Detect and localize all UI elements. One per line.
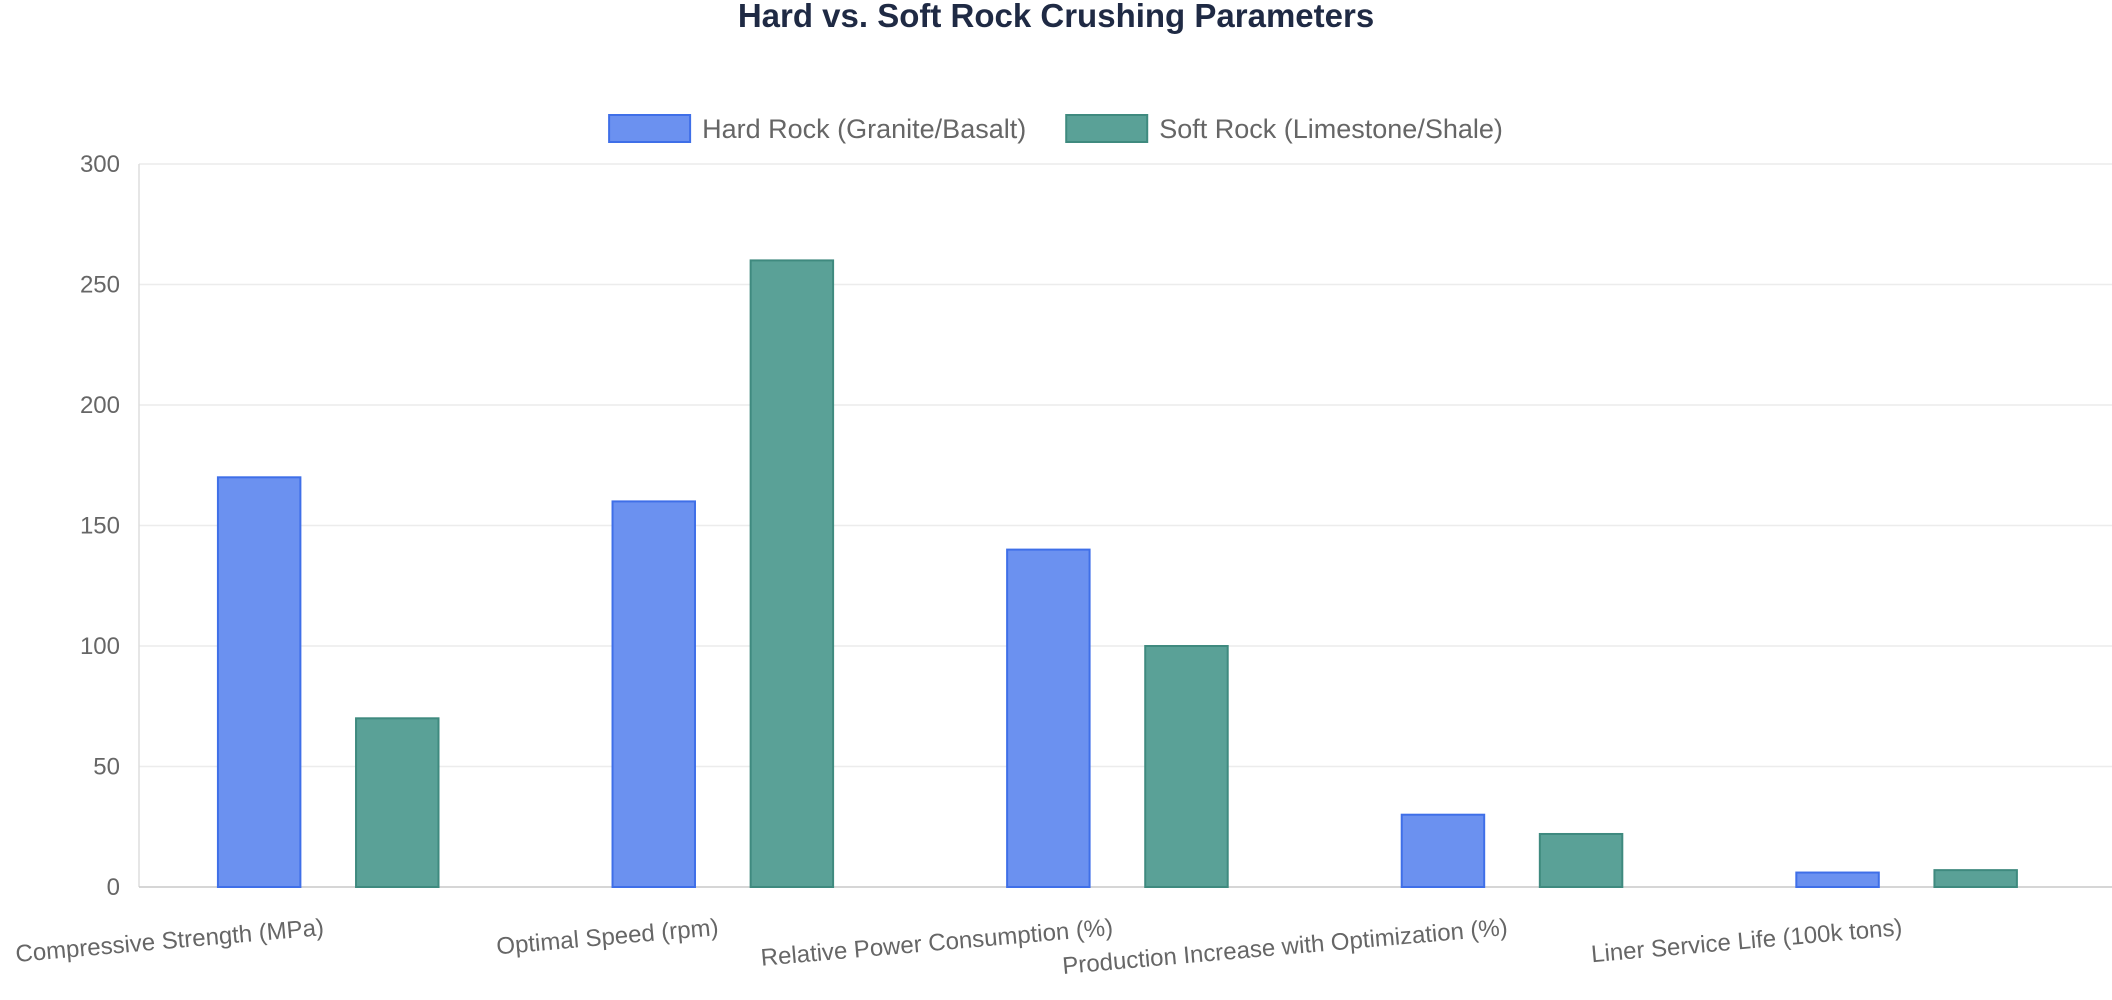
bar-soft-rock[interactable] [355, 717, 440, 888]
bar-hard-rock[interactable] [611, 500, 696, 888]
chart-title: Hard vs. Soft Rock Crushing Parameters [738, 0, 1374, 34]
legend-label: Hard Rock (Granite/Basalt) [702, 114, 1026, 144]
bar-hard-rock[interactable] [1400, 813, 1486, 889]
bar-soft-rock[interactable] [749, 259, 835, 888]
y-tick-label: 300 [80, 151, 120, 178]
y-tick-label: 150 [80, 513, 120, 540]
y-tick-label: 200 [80, 392, 120, 419]
bar-hard-rock[interactable] [216, 476, 302, 888]
legend[interactable]: Hard Rock (Granite/Basalt) Soft Rock (Lim… [608, 114, 1503, 144]
y-tick-label: 50 [93, 754, 120, 781]
bar-hard-rock[interactable] [1795, 871, 1880, 888]
bars [216, 259, 2018, 889]
x-tick-label: Optimal Speed (rpm) [495, 914, 719, 960]
x-tick-label: Relative Power Consumption (%) [760, 914, 1114, 972]
bar-soft-rock[interactable] [1538, 832, 1624, 888]
legend-label: Soft Rock (Limestone/Shale) [1159, 114, 1503, 144]
grid-lines [139, 163, 2112, 888]
axes: 0 50 100 150 200 250 300 [80, 151, 2112, 901]
y-tick-label: 250 [80, 272, 120, 299]
legend-swatch [608, 114, 692, 143]
category-labels: Compressive Strength (MPa) Optimal Speed … [14, 914, 1903, 980]
x-tick-label: Compressive Strength (MPa) [14, 914, 325, 968]
x-tick-label: Production Increase with Optimization (%… [1061, 914, 1509, 980]
bar-hard-rock[interactable] [1006, 548, 1091, 888]
x-tick-label: Liner Service Life (100k tons) [1590, 914, 1903, 968]
y-tick-label: 0 [107, 874, 120, 901]
y-tick-label: 100 [80, 633, 120, 660]
bar-soft-rock[interactable] [1144, 645, 1229, 888]
bar-soft-rock[interactable] [1933, 869, 2018, 889]
legend-item-hard-rock[interactable]: Hard Rock (Granite/Basalt) [608, 114, 1026, 144]
legend-swatch [1065, 114, 1149, 143]
legend-item-soft-rock[interactable]: Soft Rock (Limestone/Shale) [1065, 114, 1503, 144]
